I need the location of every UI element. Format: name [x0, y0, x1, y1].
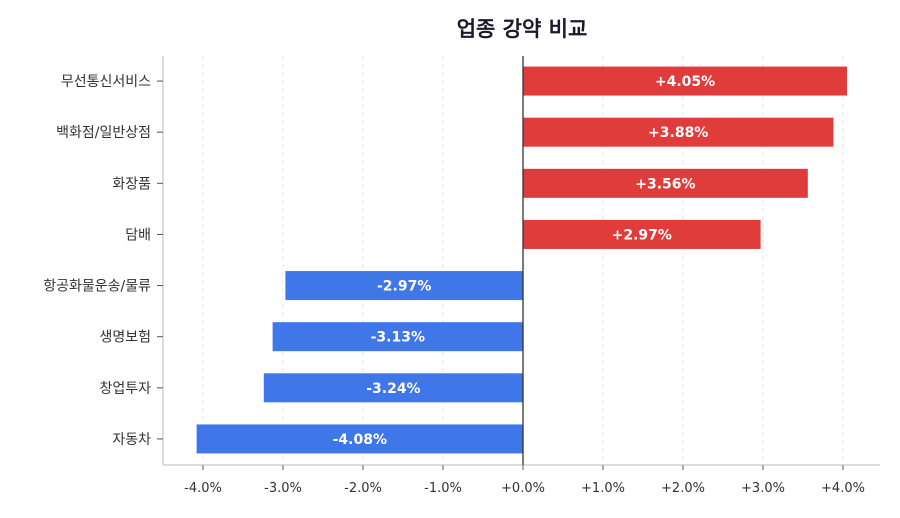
- y-tick-label: 자동차: [112, 432, 151, 448]
- y-tick-label: 창업투자: [99, 381, 151, 397]
- y-tick-label: 무선통신서비스: [61, 74, 151, 90]
- bar: [196, 424, 523, 454]
- data-label: -4.08%: [333, 432, 387, 448]
- y-tick-label: 백화점/일반상점: [56, 125, 151, 141]
- x-tick-label: +3.0%: [741, 481, 785, 496]
- data-label: -2.97%: [377, 279, 431, 295]
- x-tick-label: +2.0%: [661, 481, 705, 496]
- x-tick-label: -2.0%: [344, 481, 382, 496]
- data-label: -3.13%: [371, 330, 425, 346]
- y-tick-label: 화장품: [112, 176, 151, 192]
- x-tick-label: +0.0%: [501, 481, 545, 496]
- chart-title: 업종 강약 비교: [457, 17, 588, 41]
- x-tick-label: +4.0%: [821, 481, 865, 496]
- data-label: +2.97%: [612, 227, 672, 243]
- bar: [285, 271, 523, 301]
- bar: [272, 322, 523, 352]
- x-tick-label: -1.0%: [424, 481, 462, 496]
- data-label: -3.24%: [366, 381, 420, 397]
- bar: [523, 219, 761, 249]
- y-tick-label: 생명보험: [99, 330, 151, 346]
- x-tick-label: -3.0%: [264, 481, 302, 496]
- bar: [523, 117, 834, 147]
- y-tick-label: 항공화물운송/물류: [43, 279, 151, 295]
- data-label: +4.05%: [655, 74, 715, 90]
- data-label: +3.88%: [648, 125, 708, 141]
- y-tick-label: 담배: [125, 227, 151, 243]
- bar: [263, 373, 523, 403]
- bar: [523, 66, 847, 96]
- x-tick-label: +1.0%: [581, 481, 625, 496]
- bar: [523, 168, 808, 198]
- data-label: +3.56%: [635, 176, 695, 192]
- x-tick-label: -4.0%: [184, 481, 222, 496]
